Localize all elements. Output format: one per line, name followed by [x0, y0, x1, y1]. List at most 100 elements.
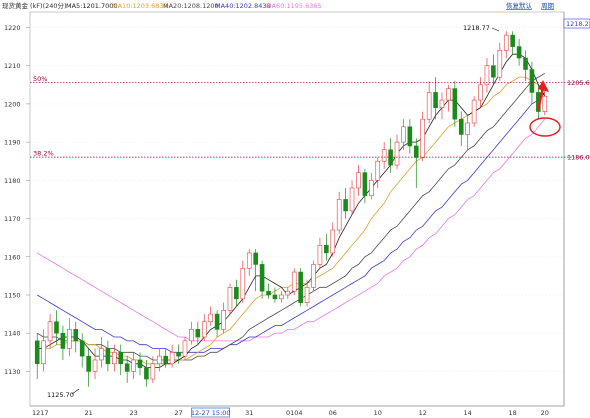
- candle-down: [144, 367, 149, 380]
- current-price-label: 1218.21: [566, 20, 590, 28]
- candle-down: [253, 252, 258, 265]
- candle-down: [523, 57, 528, 70]
- time-tick-label: 27: [174, 409, 182, 417]
- candle-down: [195, 329, 201, 338]
- candle-up: [381, 149, 387, 162]
- candle-up: [169, 352, 175, 365]
- ma40-line: [36, 92, 546, 353]
- plot-frame: [29, 11, 565, 407]
- candle-down: [362, 172, 368, 196]
- candle-down: [452, 88, 458, 120]
- price-tick-label: 1200: [4, 100, 21, 108]
- candle-down: [510, 34, 515, 47]
- ma20-line: [36, 72, 546, 361]
- time-tick-label: 0104: [286, 409, 303, 417]
- candle-up: [291, 271, 297, 292]
- price-tick-label: 1210: [4, 62, 21, 70]
- candle-down: [272, 294, 278, 300]
- time-tick-label: 14: [464, 409, 472, 417]
- candle-down: [118, 352, 124, 365]
- ma10-legend: MA10:1203.6830: [112, 2, 168, 10]
- candle-up: [67, 329, 72, 349]
- candle-up: [112, 352, 117, 365]
- candle-up: [465, 122, 470, 135]
- candle-up: [189, 329, 194, 342]
- header-bar: [0, 0, 590, 11]
- candle-up: [426, 92, 432, 120]
- period-link[interactable]: 周期: [541, 2, 555, 10]
- ma5-line: [37, 53, 546, 369]
- candle-up: [349, 187, 355, 212]
- candle-up: [478, 84, 483, 101]
- candle-down: [529, 69, 535, 93]
- candle-up: [336, 199, 342, 231]
- candle-down: [86, 355, 91, 372]
- high-pointer: [491, 27, 500, 32]
- candle-up: [279, 294, 284, 300]
- low-price-annotation: 1125.70: [47, 391, 74, 399]
- candle-down: [298, 271, 303, 303]
- candle-up: [221, 309, 226, 330]
- candle-up: [446, 88, 451, 101]
- candle-up: [201, 321, 207, 338]
- candle-down: [105, 348, 111, 365]
- candle-up: [227, 287, 233, 311]
- ma5-legend: MA5:1201.7000: [66, 2, 118, 10]
- candle-down: [413, 145, 419, 158]
- candle-up: [246, 252, 252, 269]
- candle-down: [163, 355, 169, 365]
- grid: [26, 27, 564, 372]
- candle-up: [375, 160, 381, 181]
- candles: [34, 31, 548, 387]
- fib-right-label: 1186.07: [567, 154, 590, 162]
- candle-up: [99, 348, 104, 361]
- candle-up: [439, 99, 445, 109]
- candle-up: [401, 126, 406, 143]
- candle-up: [317, 245, 323, 265]
- candle-up: [182, 340, 188, 357]
- candle-down: [79, 340, 85, 357]
- candle-up: [542, 95, 548, 112]
- price-tick-label: 1130: [4, 368, 21, 376]
- ma40-legend: MA40:1202.8438: [215, 2, 271, 10]
- candle-up: [47, 321, 53, 342]
- candle-up: [41, 340, 46, 365]
- price-tick-label: 1180: [4, 177, 21, 185]
- candle-down: [34, 340, 40, 365]
- candle-up: [208, 313, 213, 323]
- high-price-annotation: 1218.77: [463, 24, 490, 32]
- candle-up: [330, 229, 336, 254]
- ma10-line: [37, 76, 546, 365]
- candle-up: [131, 359, 136, 372]
- red-circle-mark: [529, 117, 561, 137]
- candle-down: [491, 65, 496, 78]
- candle-up: [484, 65, 490, 86]
- candle-down: [433, 92, 438, 109]
- candle-down: [516, 46, 522, 59]
- time-tick-label: 18: [509, 409, 517, 417]
- candle-down: [60, 332, 66, 349]
- candle-up: [240, 267, 246, 300]
- fib-left-label: 38.2%: [33, 150, 54, 158]
- time-tick-label: 12: [419, 409, 427, 417]
- candle-up: [394, 141, 400, 166]
- candle-up: [420, 118, 426, 158]
- ma20-legend: MA20:1208.1200: [163, 2, 219, 10]
- candle-up: [471, 99, 477, 124]
- time-tick-label: 31: [245, 409, 253, 417]
- time-tick-label: 21: [84, 409, 92, 417]
- price-tick-label: 1140: [4, 330, 21, 338]
- instrument-title: 现货黄金: [2, 1, 29, 10]
- time-tick-label: 12-27 15:00: [191, 409, 231, 417]
- low-pointer: [71, 388, 80, 395]
- candle-up: [150, 363, 156, 380]
- restore-default-link[interactable]: 恢复默认: [506, 1, 533, 10]
- candle-down: [343, 199, 348, 212]
- candle-down: [124, 363, 130, 372]
- candle-down: [266, 290, 271, 296]
- red-arrow-line: [536, 87, 545, 111]
- price-tick-label: 1190: [4, 139, 21, 147]
- time-axis-labels: 1217 21 23 27 12-27 15:00 31 0104 06 10 12 14 18 20: [32, 407, 549, 418]
- price-axis-labels: 1220 1210 1200 1190 1180 1170 1160 1150 1140 1130: [4, 24, 21, 376]
